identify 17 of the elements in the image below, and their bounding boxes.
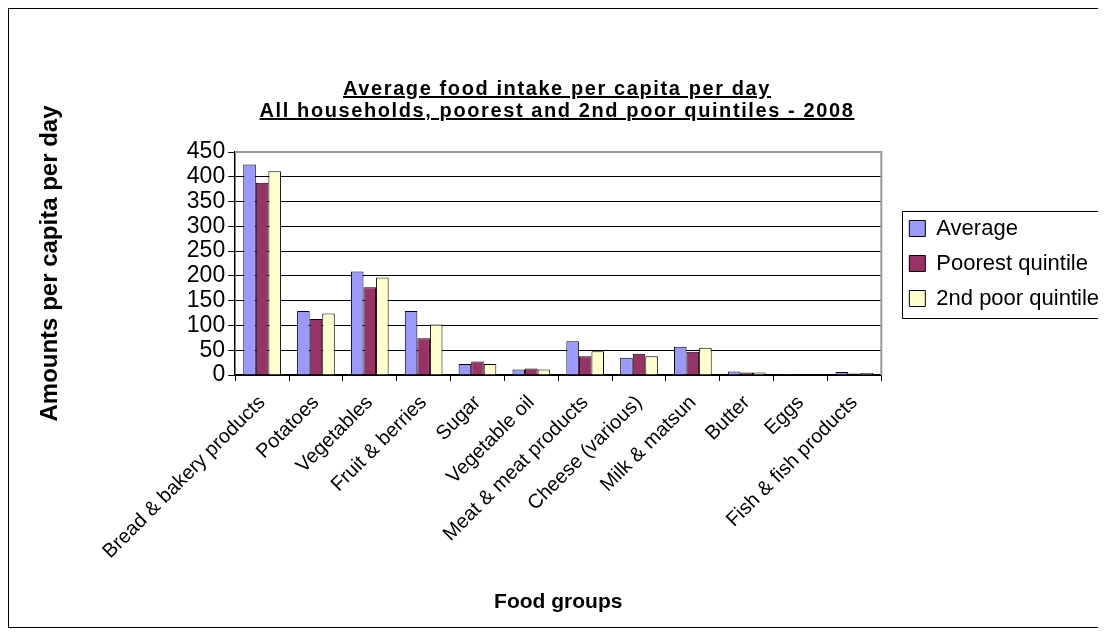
y-tick-label: 150 (186, 286, 226, 313)
y-tick-label: 200 (186, 261, 226, 288)
legend-label: Poorest quintile (936, 249, 1088, 275)
y-tick-label: 400 (186, 162, 226, 189)
x-axis-title: Food groups (494, 589, 623, 613)
y-tick-label: 450 (186, 137, 226, 164)
legend-label: Average (936, 214, 1018, 240)
y-tick-label: 300 (186, 211, 226, 238)
chart-title: Average food intake per capita per day (342, 77, 772, 99)
y-tick-label: 50 (199, 335, 226, 362)
y-tick-label: 100 (186, 310, 226, 337)
y-tick-label: 0 (212, 360, 226, 387)
y-axis-title: Amounts per capita per day (35, 104, 63, 422)
y-tick-label: 350 (186, 186, 226, 213)
y-tick-label: 250 (186, 236, 226, 263)
chart-subtitle: All households, poorest and 2nd poor quintiles - 2008 (258, 99, 856, 121)
legend-label: 2nd poor quintile (936, 284, 1100, 310)
